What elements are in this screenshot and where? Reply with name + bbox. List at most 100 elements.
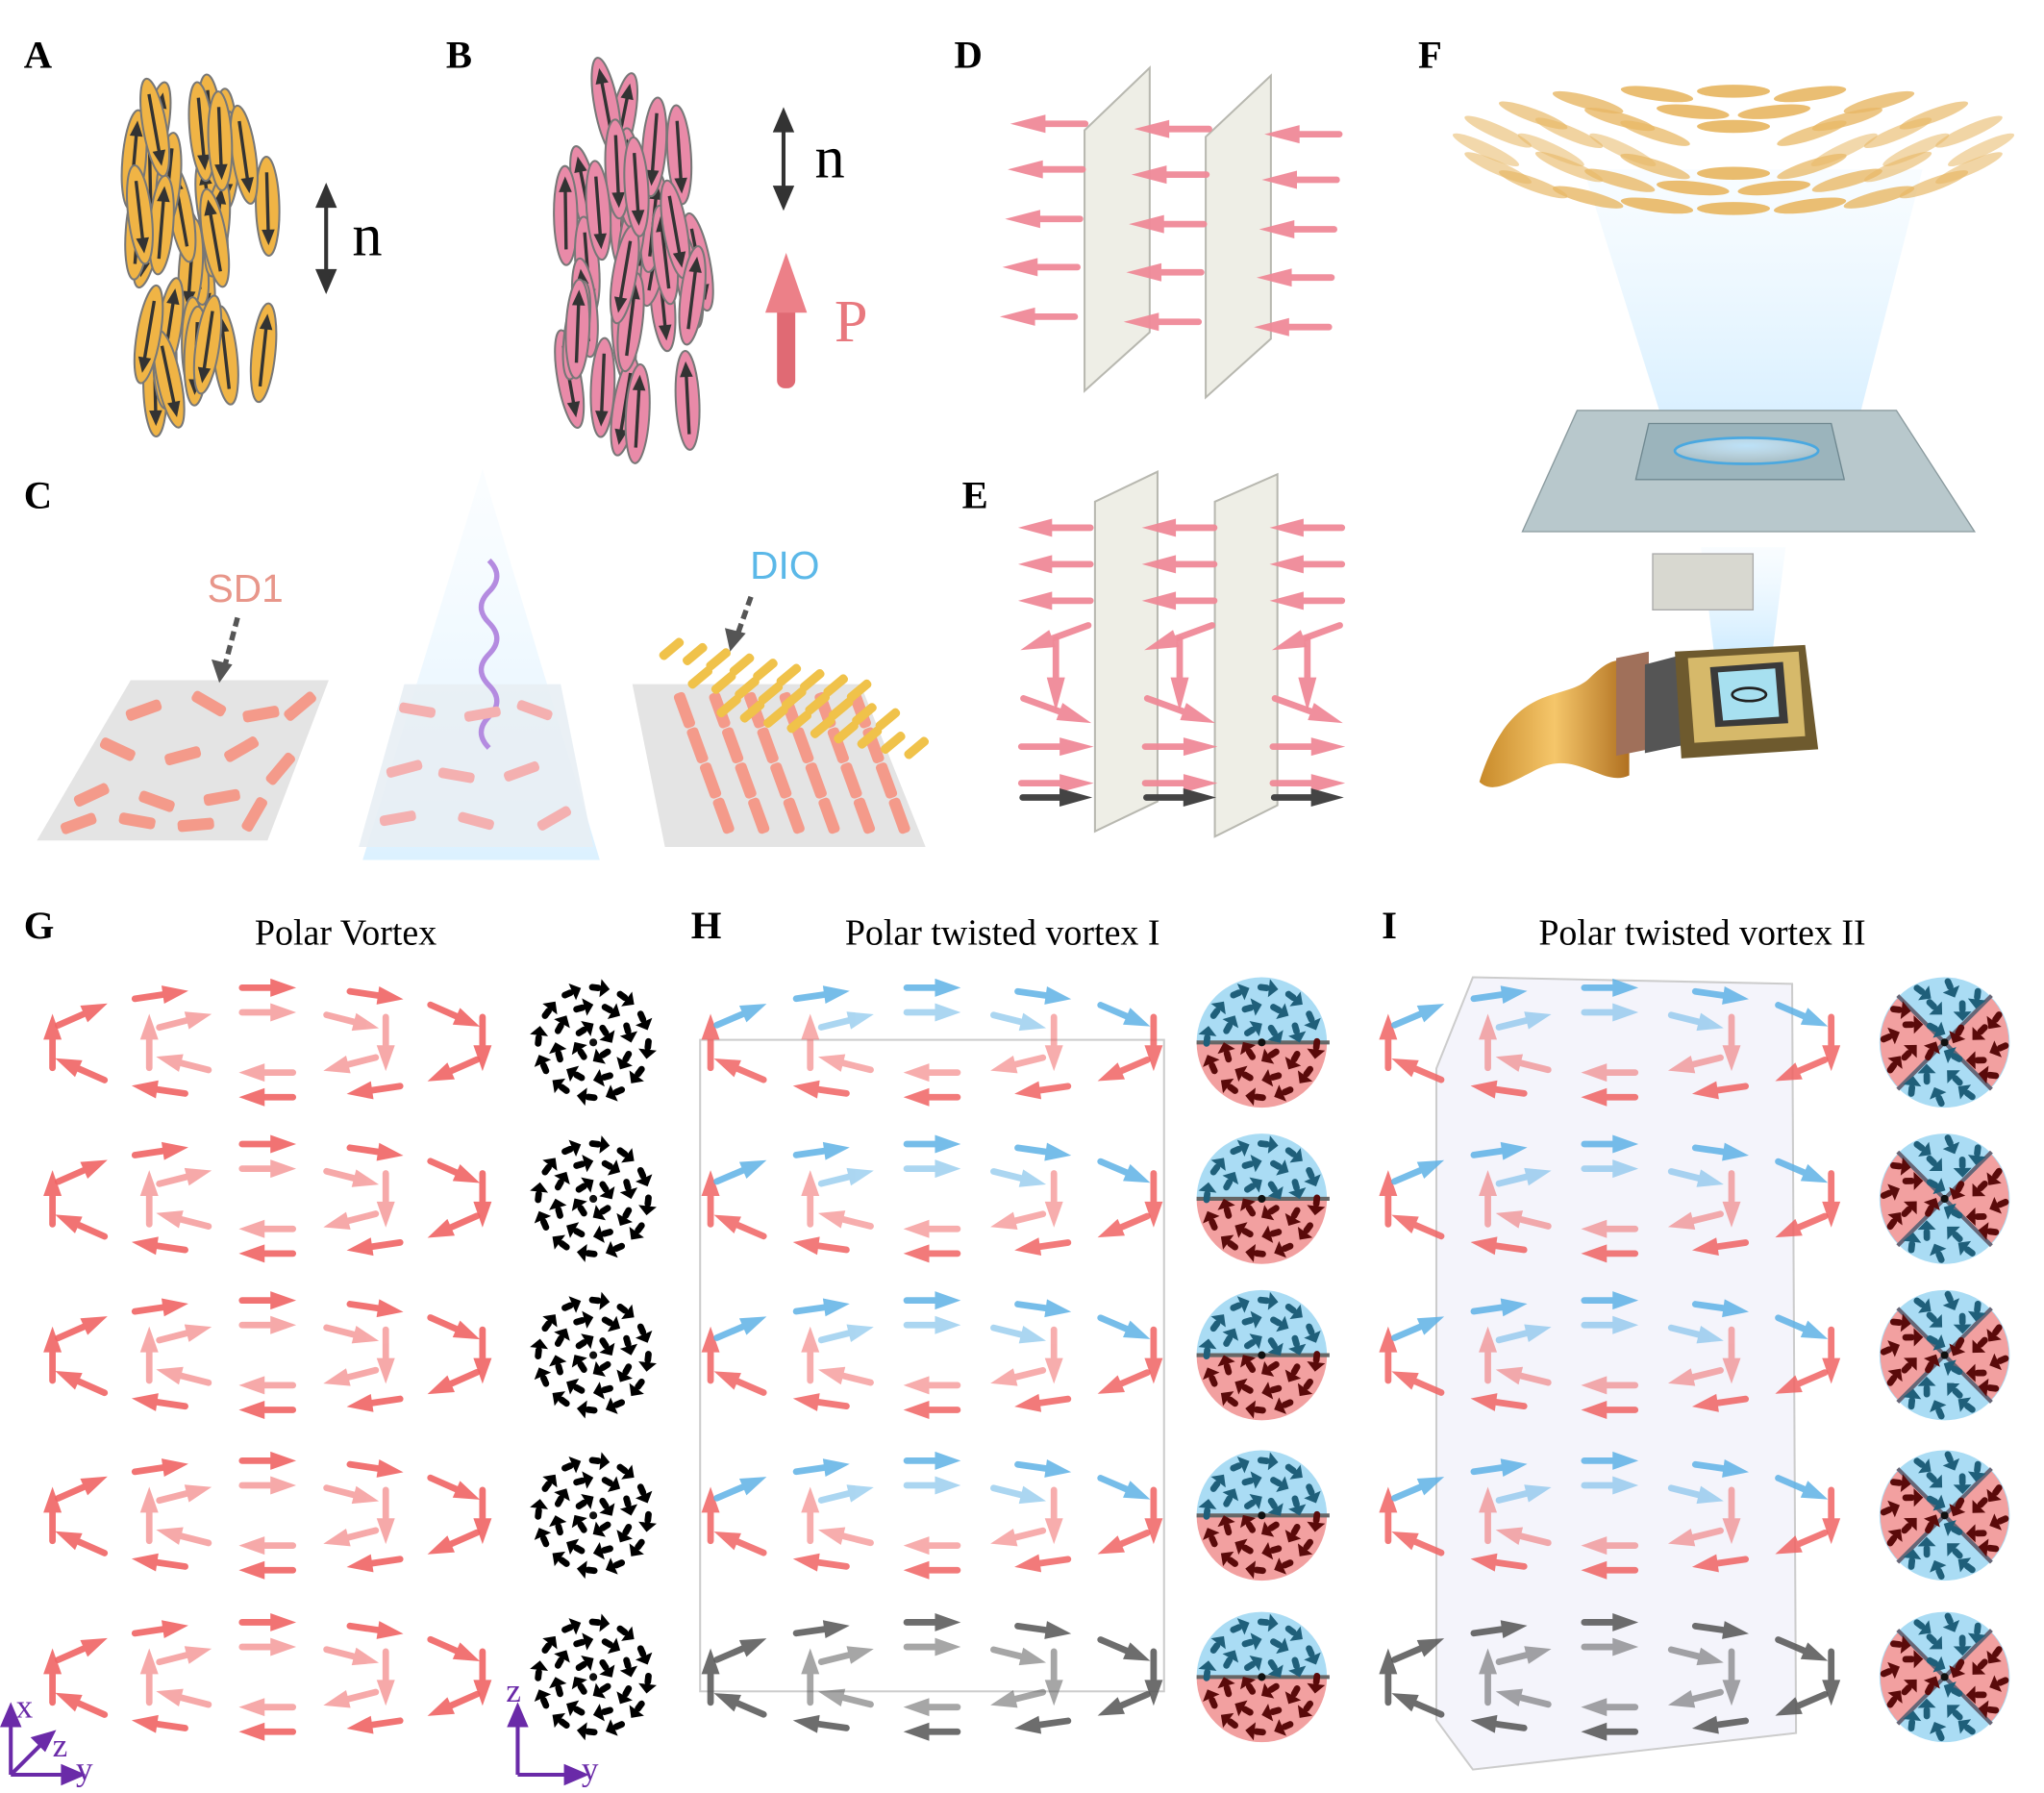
dipole-arrow <box>1581 1451 1639 1470</box>
dipole-arrow <box>1014 1393 1072 1412</box>
dipole-arrow <box>817 1011 874 1031</box>
cross-section-arrow <box>561 1618 582 1635</box>
dipole-arrow <box>1141 591 1218 610</box>
cross-section-arrow <box>1245 1087 1266 1107</box>
cross-section-arrow <box>1902 1171 1924 1190</box>
molecule <box>553 164 579 266</box>
dipole-arrow <box>156 1054 212 1074</box>
dipole-arrow <box>1269 774 1346 793</box>
dipole-arrow <box>238 978 297 997</box>
dipole-arrow <box>1271 695 1343 724</box>
cross-section-arrow <box>1209 1001 1226 1019</box>
director-label-b: n <box>814 124 844 190</box>
molecule-rod <box>881 732 906 755</box>
molecule <box>133 284 164 385</box>
molecule-arrow-icon <box>593 233 607 250</box>
molecule-rod <box>712 797 735 834</box>
molecule-rod <box>792 727 814 764</box>
molecule <box>255 155 281 257</box>
dipole-arrow <box>55 1692 109 1718</box>
dipole-arrow <box>817 1210 874 1230</box>
cross-section-arrow <box>1942 978 1960 998</box>
dipole-arrow <box>131 1393 188 1411</box>
dipole-arrow <box>1479 1326 1498 1384</box>
cross-section-arrow <box>629 1538 645 1556</box>
dipole-arrow <box>990 1527 1047 1547</box>
molecule-arrow-icon <box>613 296 628 313</box>
cross-section-arrow <box>552 1712 570 1729</box>
dipole-arrow <box>1822 1013 1841 1072</box>
dipole-arrow <box>990 1646 1047 1666</box>
molecule-disk <box>1657 180 1730 196</box>
molecule-rod <box>904 736 930 760</box>
vortex-core <box>589 1673 598 1681</box>
dipole-arrow <box>903 1219 961 1238</box>
cross-section-arrow <box>1234 1222 1254 1238</box>
dipole-arrow <box>1822 1170 1841 1228</box>
dipole-arrow <box>1014 1715 1072 1734</box>
dipole-arrow <box>1097 1212 1151 1238</box>
cross-section-arrow <box>1953 1473 1972 1495</box>
axis-label-z: z <box>506 1672 521 1709</box>
cross-section-arrow <box>1972 1658 1988 1675</box>
molecule-rod <box>857 726 883 749</box>
dipole-arrow <box>903 1401 961 1420</box>
molecule-rod <box>782 686 807 710</box>
molecule <box>623 136 650 237</box>
cross-section-arrow <box>635 1645 653 1665</box>
dipole-arrow <box>238 1722 297 1741</box>
cross-section-arrow <box>1270 1315 1289 1332</box>
cross-section-arrow <box>1245 1400 1266 1419</box>
cross-section-arrow <box>1284 1147 1303 1163</box>
dipole-arrow <box>1581 1612 1639 1631</box>
cross-section-arrow <box>1307 1037 1326 1059</box>
dipole-arrow <box>1269 555 1346 574</box>
dipole-arrow <box>1722 1648 1741 1706</box>
molecule-disk <box>1773 197 1847 214</box>
reference-arrow <box>1143 788 1216 807</box>
molecule-rod <box>786 710 812 734</box>
cross-section-arrow <box>1284 1303 1303 1320</box>
cross-section-arrow <box>1241 1471 1262 1489</box>
dipole-arrow <box>903 1003 961 1022</box>
molecule-disk <box>1697 202 1770 215</box>
cross-section-arrow <box>575 1493 594 1510</box>
dipole-arrow <box>376 1013 395 1072</box>
axis-label-y: y <box>582 1750 599 1787</box>
dipole-arrow <box>817 1688 874 1708</box>
dipole-arrow <box>346 1715 404 1734</box>
cross-section-arrow <box>592 1541 613 1560</box>
molecule-rod <box>716 695 741 718</box>
dipole-arrow <box>1269 591 1346 610</box>
molecule-rod <box>888 797 910 834</box>
dio-label: DIO <box>750 543 819 587</box>
dipole-arrow <box>990 1688 1047 1708</box>
molecule <box>585 160 612 261</box>
cross-section-arrow <box>561 1139 582 1158</box>
cross-section-arrow <box>549 1515 567 1536</box>
cross-section-arrow <box>1930 1722 1947 1742</box>
dipole-arrow <box>1581 1722 1639 1741</box>
cross-section-arrow <box>616 1363 633 1382</box>
dipole-arrow <box>1822 1486 1841 1545</box>
cross-section-arrow <box>561 1457 582 1474</box>
cross-section-arrow <box>592 1068 613 1087</box>
molecule-arrow-icon <box>137 356 152 373</box>
dipole-arrow <box>1691 1299 1750 1318</box>
dipole-arrow <box>1097 1369 1151 1394</box>
cross-section-arrow <box>1989 1197 2009 1214</box>
dipole-arrow <box>1691 1237 1750 1257</box>
cross-section-arrow <box>1270 1637 1289 1655</box>
molecule-arrow-icon <box>680 361 693 378</box>
dipole-arrow <box>1379 1648 1398 1706</box>
cross-section-arrow <box>1203 1367 1220 1387</box>
cross-section-arrow <box>1967 1144 1986 1165</box>
molecule-rod <box>729 653 755 676</box>
dipole-arrow <box>792 1714 850 1733</box>
dipole-arrow <box>1581 1476 1639 1495</box>
cross-section-arrow <box>1967 1622 1986 1644</box>
molecule-rod <box>399 702 436 718</box>
dipole-arrow <box>792 1620 850 1639</box>
dipole-arrow <box>346 1393 404 1412</box>
dipole-arrow <box>346 1237 404 1257</box>
